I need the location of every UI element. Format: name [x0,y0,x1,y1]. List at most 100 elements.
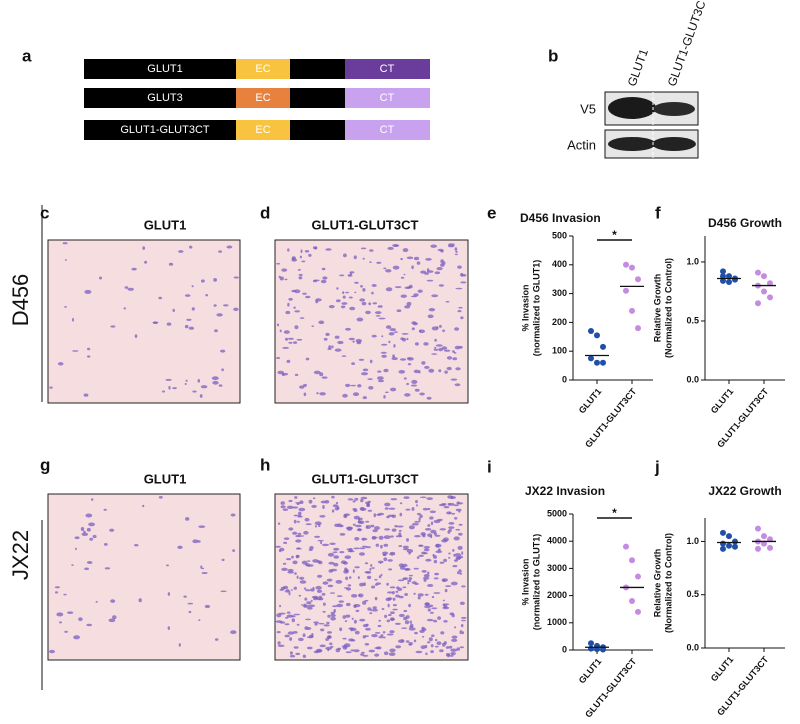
data-point [732,543,738,550]
cell [393,331,398,333]
cell [288,591,291,596]
cell [297,520,300,523]
cell [185,517,190,521]
cell [84,289,92,294]
cell [388,332,395,336]
cell [295,539,302,543]
cell [381,343,388,346]
cell [406,382,409,386]
cell [437,518,443,522]
cell [275,620,283,623]
cell [339,627,343,632]
cell [428,368,435,373]
cell [127,287,134,291]
cell [297,532,302,536]
cell [360,247,367,250]
cell [103,508,107,511]
cell [425,558,432,562]
cell [428,308,436,312]
cell [286,359,291,363]
cell [345,383,351,388]
cell [427,608,431,612]
x-tick-label: GLUT1 [577,386,604,415]
y-tick-label: 0 [562,374,567,384]
cell [212,380,219,385]
cell [362,600,367,605]
cell [365,310,371,315]
cell [302,292,307,295]
cell [286,589,290,591]
cell [86,527,91,532]
cell [408,627,416,631]
cell [332,504,339,508]
cell [201,279,205,283]
cell [405,508,411,511]
cell [430,529,437,534]
cell [337,340,344,345]
cell [213,304,217,307]
cell [299,576,305,580]
cell [431,595,435,599]
cell [424,644,428,649]
cell [233,276,239,279]
cell [406,549,414,553]
cell [460,281,467,284]
cell [427,524,431,527]
cell [99,276,102,280]
cell [293,341,298,344]
cell [306,646,313,650]
cell [308,564,314,567]
cell [296,575,299,579]
cell [200,385,208,389]
data-point [623,287,629,294]
cell [375,582,381,585]
cell [388,340,391,344]
cell [353,515,360,520]
cell [367,509,373,512]
cell [286,558,292,561]
cell [424,593,429,596]
cell [184,294,191,297]
cell [298,273,303,276]
data-point [588,328,594,335]
cell [168,385,171,390]
row-label: JX22 [8,530,33,580]
cell [419,496,427,499]
cell [322,610,326,613]
cell [131,267,137,271]
cell [450,581,458,586]
cell [339,551,345,554]
cell [329,642,333,646]
cell [220,349,226,353]
cell [298,594,302,597]
cell [325,332,330,336]
cell [453,536,460,541]
cell [304,517,310,522]
cell [319,372,324,377]
cell [87,347,91,351]
cell [339,274,345,277]
cell [287,568,294,573]
cell [315,298,322,302]
cell [458,306,463,309]
cell [364,635,369,637]
cell [72,317,74,322]
cell [378,575,382,579]
cell [371,567,375,569]
cell [322,505,325,509]
cell [367,500,371,503]
cell [404,393,411,397]
cell [355,609,360,613]
data-point [635,573,641,580]
cell [384,528,391,531]
cell [214,638,219,641]
cell [377,305,383,308]
cell [374,632,381,634]
cell [403,609,408,613]
cell [392,354,395,359]
cell [314,521,322,526]
cell [439,649,444,653]
cell [403,496,410,499]
data-point [629,557,635,564]
cell [383,267,387,270]
